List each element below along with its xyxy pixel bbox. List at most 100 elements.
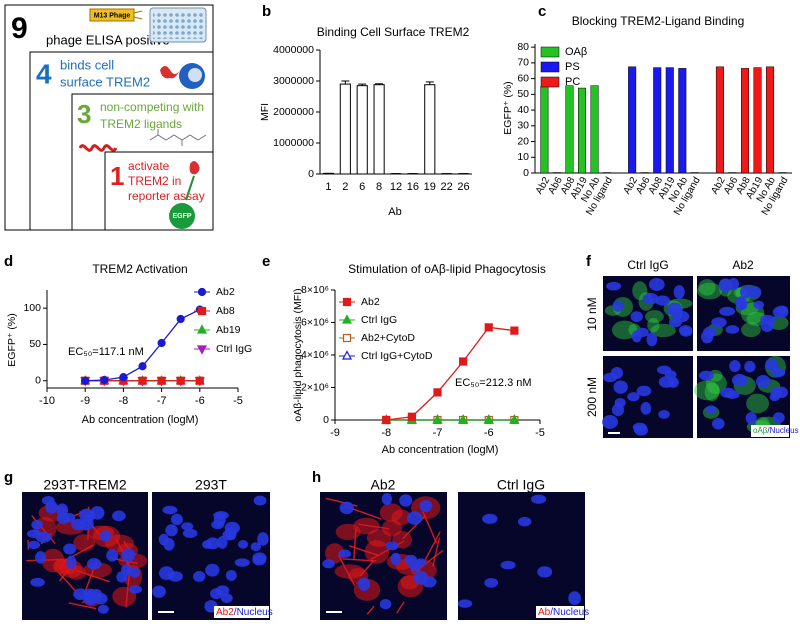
nucleus [215,585,230,596]
nucleus [339,501,354,515]
marker [510,326,519,335]
nucleus [66,555,77,570]
series-line [386,326,515,421]
chart-title: Stimulation of oAβ-lipid Phagocytosis [348,262,546,276]
nucleus [338,549,352,558]
legend-marker [342,314,352,324]
nucleus [250,542,262,552]
nucleus [705,405,717,414]
plate-wells [153,11,203,39]
oab-signal [697,282,723,300]
nucleus [771,367,786,378]
nucleus [772,412,785,424]
y-tick-label: 0 [323,414,329,426]
nucleus [322,559,335,569]
caption-part: /Nucleus [550,607,589,618]
micrograph [602,356,693,438]
legend-marker [197,324,207,334]
nucleus [602,415,618,429]
legend-label: Ctrl IgG [216,343,252,355]
marker [407,412,416,421]
nucleus [381,493,393,506]
column-label: Ab2 [732,258,754,272]
nucleus [739,285,753,299]
marker [81,376,90,385]
oab-signal [746,393,769,414]
reporter-label: EGFP [172,213,191,220]
caption-part: Ab [538,607,551,618]
nucleus [484,577,499,588]
nucleus [181,522,194,531]
panel-label: c [538,3,546,20]
y-tick-label: 10 [517,151,529,163]
nucleus [84,512,95,524]
trem2-icon [189,161,200,175]
y-tick-label: 50 [29,338,41,350]
nucleus [630,311,643,323]
cell-icon [188,68,202,82]
x-tick-label: -7 [433,427,443,439]
cell-body [379,503,403,522]
bar [753,67,762,174]
annotation: EC₅₀=117.1 nM [68,346,144,358]
nucleus [26,529,42,539]
micrograph [457,492,585,620]
marker [484,323,493,332]
caption-part: oAβ [753,426,768,435]
x-axis-label: Ab concentration (logM) [82,414,199,426]
legend-label: OAβ [565,46,587,58]
micrograph [603,276,693,351]
legend-swatch [540,76,560,88]
x-axis-label: Ab concentration (logM) [382,444,499,456]
nucleus [170,513,183,526]
nucleus [719,306,736,316]
bar [540,86,549,174]
nucleus [731,374,748,387]
legend-label: PS [565,61,580,73]
bar [665,67,674,174]
y-tick-label: 1000000 [273,137,314,149]
legend-label: PC [565,76,580,88]
nucleus [745,411,757,425]
y-tick-label: 0 [35,375,41,387]
nucleus [712,417,725,430]
marker [176,376,185,385]
marker [432,414,443,424]
step-text: activate [128,159,170,173]
nucleus [755,374,771,388]
nucleus [234,558,250,567]
bar [339,83,351,175]
marker [458,414,469,424]
nucleus [213,511,229,520]
marker [100,375,109,385]
bar [578,87,587,174]
x-tick-label: -9 [80,395,90,407]
legend-marker [197,287,207,297]
x-tick-label: 16 [407,181,419,193]
legend-marker [342,297,352,307]
marker [433,388,442,397]
micrograph [320,492,447,620]
bar [766,66,775,174]
annotation: EC₅₀=212.3 nM [455,377,532,389]
nucleus [84,590,97,603]
nucleus [27,540,41,550]
x-tick-label: 26 [457,181,469,193]
nucleus [667,376,679,388]
marker [138,376,147,385]
phage-tail [133,16,143,20]
legend-label: Ctrl IgG [361,314,397,326]
trem2-icon [160,66,180,79]
bar [565,85,574,174]
nucleus [56,513,70,524]
y-tick-label: 70 [517,57,529,69]
x-tick-label: 22 [441,181,453,193]
marker [382,415,391,425]
nucleus [128,585,142,594]
nucleus [673,285,685,299]
step-number: 1 [110,161,124,191]
nucleus [30,577,45,587]
cell-body [334,564,365,579]
marker [483,414,494,424]
